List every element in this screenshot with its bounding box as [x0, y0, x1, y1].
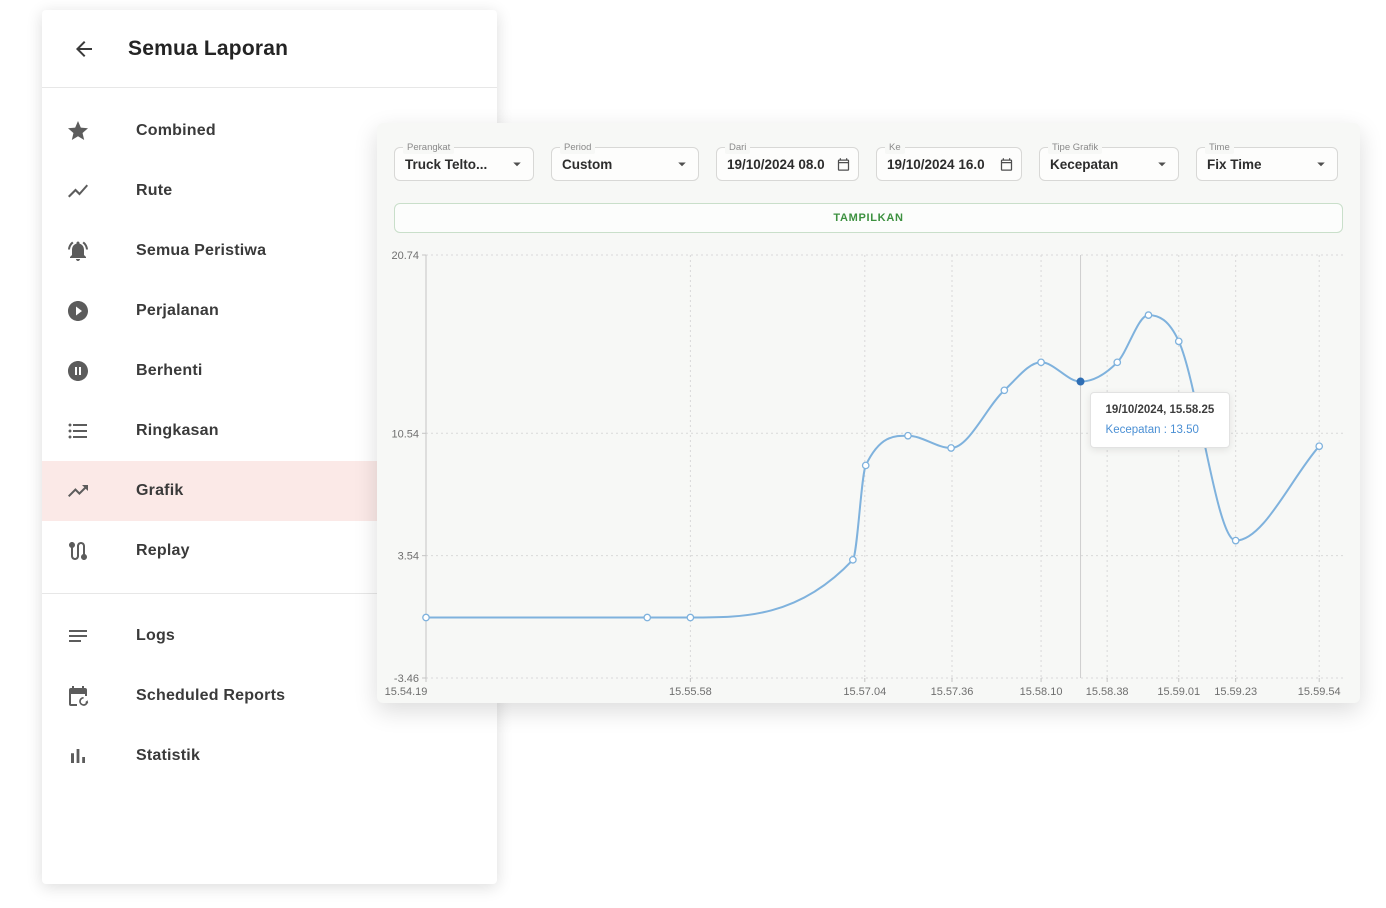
star-icon — [66, 119, 90, 143]
filter-value: Custom — [562, 156, 613, 172]
sidebar-item-berhenti[interactable]: Berhenti — [42, 341, 497, 401]
svg-text:15.55.58: 15.55.58 — [669, 686, 712, 698]
bell-icon — [66, 239, 90, 263]
sidebar-header: Semua Laporan — [42, 10, 497, 88]
list-icon — [66, 419, 90, 443]
filter-label: Ke — [885, 141, 905, 154]
sidebar-item-label: Rute — [136, 182, 173, 199]
dropdown-arrow-icon — [1312, 155, 1330, 173]
sidebar-item-label: Semua Peristiwa — [136, 242, 267, 259]
sidebar-item-rute[interactable]: Rute — [42, 161, 497, 221]
filter-value: Kecepatan — [1050, 156, 1119, 172]
filter-value: 19/10/2024 08.0 — [727, 156, 825, 172]
bar-chart-icon — [66, 744, 90, 768]
filter-time[interactable]: Time Fix Time — [1196, 141, 1338, 181]
sidebar-item-label: Replay — [136, 542, 190, 559]
dropdown-arrow-icon — [508, 155, 526, 173]
sidebar-item-logs[interactable]: Logs — [42, 606, 497, 666]
filter-value: 19/10/2024 16.0 — [887, 156, 985, 172]
svg-text:20.74: 20.74 — [391, 250, 419, 262]
svg-text:15.58.38: 15.58.38 — [1086, 686, 1129, 698]
sidebar-item-label: Grafik — [136, 482, 184, 499]
replay-route-icon — [66, 539, 90, 563]
chart-tooltip: 19/10/2024, 15.58.25 Kecepatan : 13.50 — [1089, 392, 1231, 448]
sidebar-item-combined[interactable]: Combined — [42, 101, 497, 161]
sidebar-item-ringkasan[interactable]: Ringkasan — [42, 401, 497, 461]
sidebar-item-label: Statistik — [136, 747, 201, 764]
logs-icon — [66, 624, 90, 648]
filter-dari-date[interactable]: Dari 19/10/2024 08.0 — [716, 141, 859, 181]
svg-text:-3.46: -3.46 — [394, 673, 419, 685]
sidebar-divider — [42, 593, 497, 594]
speed-chart[interactable]: 20.74 10.54 3.54 -3.46 15.54.19 15.55.58 15.57… — [377, 243, 1360, 703]
svg-text:10.54: 10.54 — [391, 428, 419, 440]
sidebar-item-perjalanan[interactable]: Perjalanan — [42, 281, 497, 341]
sidebar-item-label: Berhenti — [136, 362, 203, 379]
grafik-panel: Perangkat Truck Telto... Period Custom D… — [377, 123, 1360, 703]
filter-label: Time — [1205, 141, 1234, 154]
calendar-icon — [999, 157, 1014, 172]
tooltip-date: 19/10/2024, 15.58.25 — [1105, 404, 1215, 416]
svg-text:15.58.10: 15.58.10 — [1020, 686, 1063, 698]
svg-text:15.59.54: 15.59.54 — [1298, 686, 1341, 698]
filter-label: Tipe Grafik — [1048, 141, 1103, 154]
svg-text:15.57.04: 15.57.04 — [843, 686, 886, 698]
filter-perangkat[interactable]: Perangkat Truck Telto... — [394, 141, 534, 181]
back-button[interactable] — [72, 37, 96, 61]
calendar-icon — [836, 157, 851, 172]
sidebar-item-label: Perjalanan — [136, 302, 219, 319]
sidebar-item-label: Combined — [136, 122, 216, 139]
filter-ke-date[interactable]: Ke 19/10/2024 16.0 — [876, 141, 1022, 181]
trending-up-icon — [66, 479, 90, 503]
sidebar-item-label: Logs — [136, 627, 176, 644]
svg-text:15.59.23: 15.59.23 — [1214, 686, 1257, 698]
sidebar-item-semua-peristiwa[interactable]: Semua Peristiwa — [42, 221, 497, 281]
filter-label: Period — [560, 141, 596, 154]
svg-text:15.54.19: 15.54.19 — [385, 686, 428, 698]
svg-text:15.59.01: 15.59.01 — [1157, 686, 1200, 698]
sidebar-item-scheduled-reports[interactable]: Scheduled Reports — [42, 666, 497, 726]
dropdown-arrow-icon — [673, 155, 691, 173]
page-title: Semua Laporan — [128, 36, 289, 60]
tooltip-value: Kecepatan : 13.50 — [1105, 424, 1199, 436]
route-line-icon — [66, 179, 90, 203]
sidebar-item-label: Scheduled Reports — [136, 687, 286, 704]
filter-value: Truck Telto... — [405, 156, 488, 172]
dropdown-arrow-icon — [1153, 155, 1171, 173]
sidebar-item-label: Ringkasan — [136, 422, 219, 439]
filter-bar: Perangkat Truck Telto... Period Custom D… — [377, 123, 1360, 181]
play-circle-icon — [66, 299, 90, 323]
calendar-repeat-icon — [66, 684, 90, 708]
svg-text:3.54: 3.54 — [398, 551, 419, 563]
filter-tipe-grafik[interactable]: Tipe Grafik Kecepatan — [1039, 141, 1179, 181]
tampilkan-button[interactable]: TAMPILKAN — [394, 203, 1343, 233]
arrow-back-icon — [76, 40, 92, 57]
filter-period[interactable]: Period Custom — [551, 141, 699, 181]
filter-value: Fix Time — [1207, 156, 1262, 172]
pause-circle-icon — [66, 359, 90, 383]
filter-label: Perangkat — [403, 141, 455, 154]
sidebar-item-replay[interactable]: Replay — [42, 521, 497, 581]
filter-label: Dari — [725, 141, 751, 154]
sidebar-item-statistik[interactable]: Statistik — [42, 726, 497, 786]
svg-text:15.57.36: 15.57.36 — [931, 686, 974, 698]
